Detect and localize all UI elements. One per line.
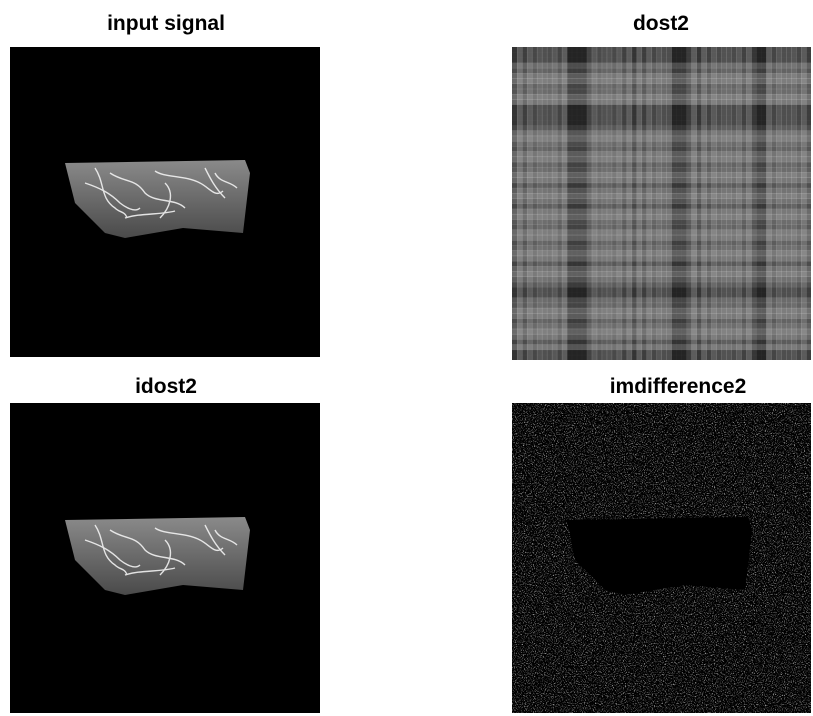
- stripe: [512, 177, 811, 183]
- stripe: [512, 68, 811, 74]
- stripe: [512, 355, 811, 361]
- stripe: [512, 162, 811, 168]
- stripe: [512, 120, 811, 126]
- stripe: [512, 183, 811, 189]
- stripe: [512, 287, 811, 293]
- panel-title: idost2: [135, 375, 197, 398]
- stripe: [512, 209, 811, 215]
- stripe: [512, 193, 811, 199]
- stripe: [512, 78, 811, 84]
- stripe: [512, 157, 811, 163]
- stripe: [512, 334, 811, 340]
- stripe: [512, 130, 811, 136]
- stripe: [512, 339, 811, 345]
- stripe: [512, 204, 811, 210]
- stripe: [512, 115, 811, 121]
- stripe: [512, 344, 811, 350]
- stripe: [512, 282, 811, 288]
- stripe: [512, 73, 811, 79]
- stripe: [512, 198, 811, 204]
- stripe: [512, 136, 811, 142]
- panel-title: dost2: [633, 12, 689, 35]
- stripe: [512, 230, 811, 236]
- stripe: [512, 245, 811, 251]
- stripe: [512, 329, 811, 335]
- stripe: [512, 318, 811, 324]
- stripe: [512, 63, 811, 69]
- page: input signal dost2 idost2 imdifference2 …: [0, 0, 813, 716]
- stripe: [512, 297, 811, 303]
- stripe: [512, 104, 811, 110]
- stripe: [512, 303, 811, 309]
- stripe: [512, 146, 811, 152]
- stripe: [512, 256, 811, 262]
- stripe: [512, 110, 811, 116]
- stripe: [512, 292, 811, 298]
- figure: input signal dost2 idost2 imdifference2: [0, 0, 813, 716]
- stripe: [512, 141, 811, 147]
- stripe: [512, 308, 811, 314]
- stripe: [512, 151, 811, 157]
- stripe: [512, 277, 811, 283]
- stripe: [512, 52, 811, 58]
- stripe: [512, 271, 811, 277]
- panel-title: input signal: [107, 12, 225, 35]
- stripe: [512, 219, 811, 225]
- stripe: [512, 172, 811, 178]
- panel-title: imdifference2: [610, 375, 747, 398]
- stripe: [512, 250, 811, 256]
- stripe: [512, 84, 811, 90]
- stripe: [512, 350, 811, 356]
- stripe: [512, 167, 811, 173]
- stripe: [512, 188, 811, 194]
- stripe: [512, 57, 811, 63]
- stripe: [512, 240, 811, 246]
- stripe: [512, 313, 811, 319]
- stripe: [512, 94, 811, 100]
- stripe: [512, 261, 811, 267]
- stripe: [512, 266, 811, 272]
- stripe: [512, 89, 811, 95]
- stripe: [512, 323, 811, 329]
- stripe: [512, 214, 811, 220]
- stripe: [512, 235, 811, 241]
- spectrum: [512, 47, 812, 361]
- stripe: [512, 47, 811, 53]
- stripe: [512, 99, 811, 105]
- stripe: [512, 224, 811, 230]
- stripe: [512, 125, 811, 131]
